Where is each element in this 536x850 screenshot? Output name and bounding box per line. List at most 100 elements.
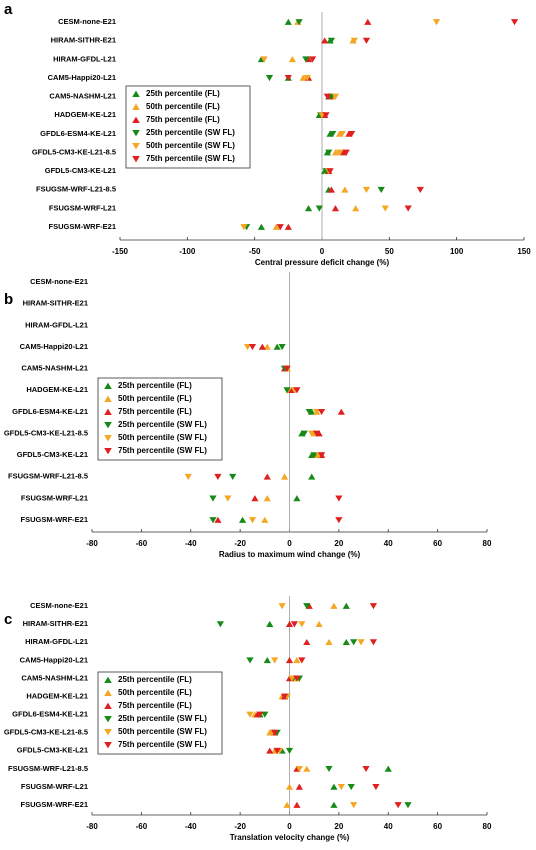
marker [290,621,299,628]
marker [350,639,358,646]
marker [315,205,323,212]
marker [350,37,358,44]
marker [278,603,286,610]
marker [256,711,264,718]
legend-marker [132,142,140,150]
marker [362,37,371,44]
legend-label: 75th percentile (FL) [118,701,192,710]
legend-label: 25th percentile (FL) [118,381,192,390]
x-tick-label: -60 [136,539,148,548]
marker [305,408,313,416]
category-label: GFDL5-CM3-KE-L21-8.5 [4,728,88,737]
legend-label: 50th percentile (SW FL) [118,727,207,736]
legend-marker [132,90,140,98]
marker [313,408,321,416]
x-tick-label: 60 [433,539,442,548]
category-label: CAM5-NASHM-L21 [49,92,116,101]
marker [248,517,257,524]
legend-label: 50th percentile (FL) [146,102,220,111]
marker [293,495,301,502]
marker [416,186,424,193]
x-tick-label: 0 [320,247,325,256]
x-tick-label: 60 [433,822,442,831]
x-tick-label: 0 [287,539,292,548]
category-label: GFDL6-ESM4-KE-L21 [40,129,116,138]
marker [251,495,259,502]
marker [248,344,257,351]
category-label: FSUGSM-WRF-E21 [21,800,89,809]
legend-marker [104,689,112,697]
legend-marker [104,408,112,416]
marker [240,224,248,231]
marker [273,343,281,350]
panel-label: c [4,611,12,628]
category-label: FSUGSM-WRF-L21-8.5 [8,472,88,481]
marker [288,675,296,682]
marker [369,639,378,646]
marker [263,473,271,480]
category-label: GFDL5-CM3-KE-L21 [17,450,88,459]
marker [243,344,252,351]
legend-marker [132,129,140,137]
category-label: CESM-none-E21 [58,17,116,26]
marker [341,186,349,193]
marker [350,802,358,809]
category-label: FSUGSM-WRF-E21 [21,515,89,524]
marker [327,37,336,44]
marker [432,19,441,26]
x-tick-label: -80 [86,822,98,831]
marker [295,19,303,26]
category-label: FSUGSM-WRF-L21 [21,782,88,791]
marker [246,657,254,664]
legend-box [125,85,251,169]
marker [280,473,289,480]
marker [304,205,313,212]
x-tick-label: 20 [334,539,343,548]
marker [342,638,350,646]
x-axis-label: Translation velocity change (%) [230,833,350,842]
category-label: GFDL5-CM3-KE-L21 [17,746,88,755]
marker [293,387,301,394]
marker [257,223,265,230]
legend-label: 75th percentile (SW FL) [146,154,235,163]
marker [303,603,311,610]
marker [335,149,344,156]
category-label: FSUGSM-WRF-L21 [21,493,88,502]
marker [337,784,345,791]
marker [216,621,224,628]
legend-marker [132,116,140,124]
marker [337,408,345,415]
marker [266,620,274,627]
marker [348,130,356,138]
marker [342,602,350,609]
legend-label: 50th percentile (FL) [118,688,192,697]
category-label: GFDL6-ESM4-KE-L21 [12,710,88,719]
marker [265,75,274,82]
legend-marker [104,395,112,403]
legend-label: 25th percentile (FL) [118,675,192,684]
marker [303,765,311,772]
marker [331,149,340,156]
marker [330,602,338,609]
x-tick-label: -40 [185,539,197,548]
x-tick-label: -20 [234,822,246,831]
marker [308,473,316,480]
x-tick-label: 0 [287,822,292,831]
marker [317,452,326,459]
marker [327,186,336,193]
x-tick-label: 20 [334,822,343,831]
category-label: FSUGSM-WRF-L21-8.5 [8,764,88,773]
x-tick-label: 80 [483,539,492,548]
marker [258,343,266,350]
legend-marker [104,728,112,736]
marker [347,784,355,791]
marker [308,56,317,63]
marker [295,765,303,773]
marker [377,186,385,193]
marker [372,784,380,791]
marker [295,783,303,790]
marker [303,75,311,82]
marker [278,344,286,351]
category-label: HIRAM-GFDL-L21 [25,637,88,646]
